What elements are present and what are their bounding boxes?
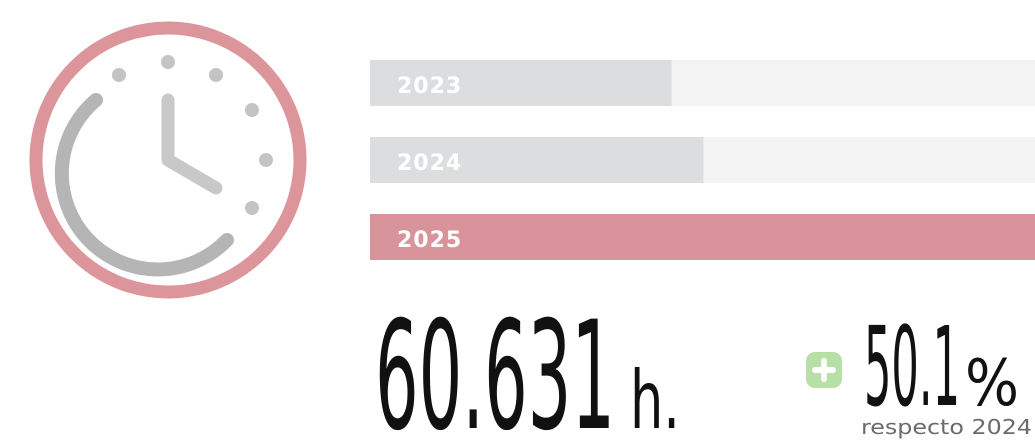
bar [370, 137, 704, 183]
change-note: respecto 2024 [861, 415, 1032, 439]
clock-hands [161, 93, 223, 195]
bar-label: 2024 [397, 151, 462, 176]
clock-icon [29, 21, 307, 299]
plus-sign [812, 358, 836, 382]
total-value: 60.631 [375, 290, 615, 442]
change-value: 50.1 [864, 303, 960, 431]
bar [370, 60, 672, 106]
clock-arc [54, 93, 234, 277]
bar-label: 2023 [397, 74, 462, 99]
clock-dots [112, 55, 273, 215]
bar [370, 214, 1035, 260]
clock-ring [29, 21, 307, 299]
bar-label: 2025 [397, 228, 462, 253]
change-icon [806, 352, 842, 388]
change-unit: % [965, 347, 1019, 421]
total-unit: h. [630, 354, 680, 442]
